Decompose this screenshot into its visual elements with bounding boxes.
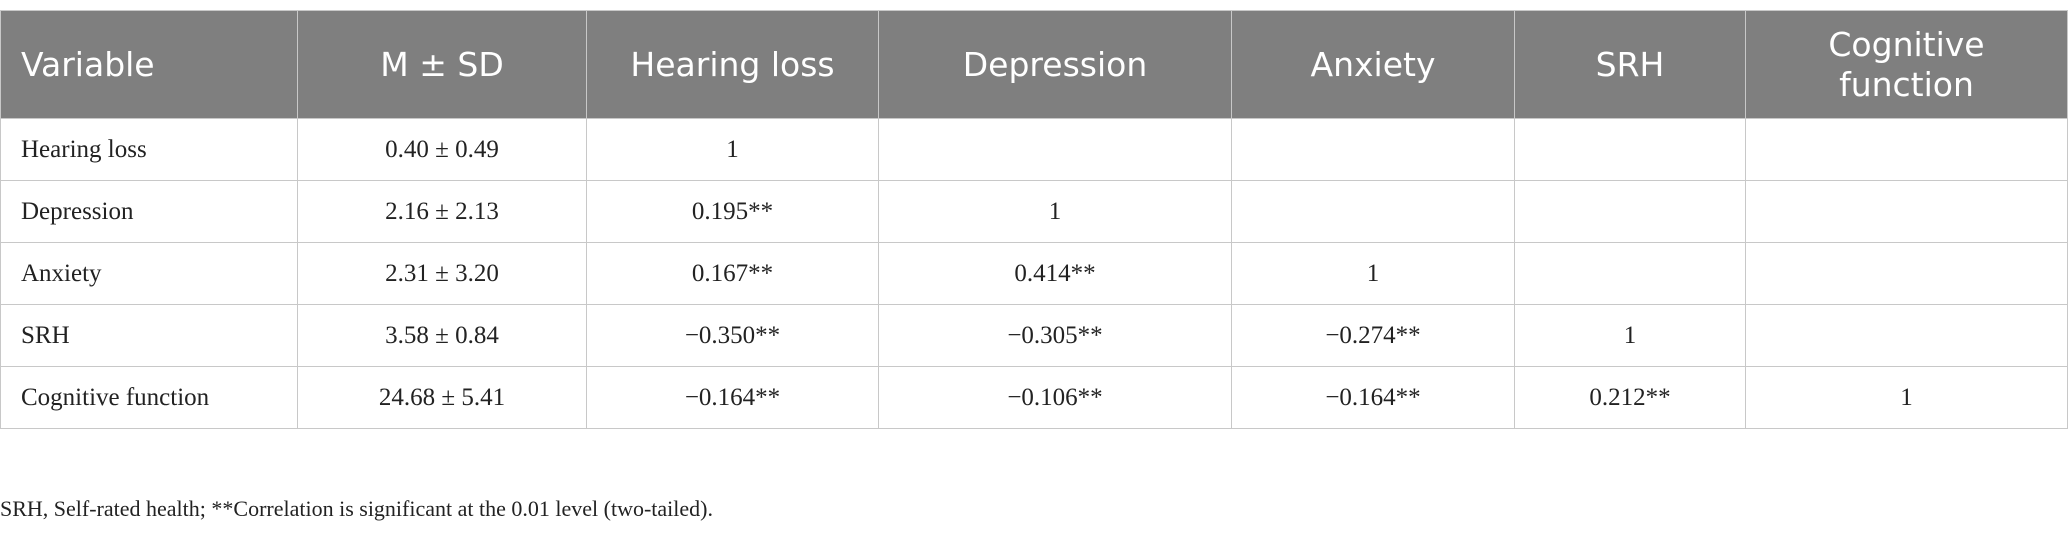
table-cell: −0.106** <box>878 366 1232 429</box>
table-cell <box>1745 180 2068 243</box>
table-cell: 1 <box>1514 304 1746 367</box>
table-cell: 3.58 ± 0.84 <box>297 304 587 367</box>
table-cell: 0.195** <box>586 180 879 243</box>
table-cell <box>1231 118 1515 181</box>
table-cell <box>878 118 1232 181</box>
table-cell: 1 <box>1231 242 1515 305</box>
table-row: Cognitive function 24.68 ± 5.41 −0.164** −0… <box>0 366 2068 429</box>
table-cell <box>1745 118 2068 181</box>
table-cell: 0.167** <box>586 242 879 305</box>
table-cell: −0.164** <box>1231 366 1515 429</box>
table-row: Depression 2.16 ± 2.13 0.195** 1 <box>0 180 2068 243</box>
table-body: Hearing loss 0.40 ± 0.49 1 Depression 2.16 ±… <box>0 118 2068 429</box>
table-cell: −0.350** <box>586 304 879 367</box>
table-row: Hearing loss 0.40 ± 0.49 1 <box>0 118 2068 181</box>
row-label: Depression <box>0 180 298 243</box>
header-row: Variable M ± SD Hearing loss Depression Anxi… <box>0 10 2068 119</box>
row-label: Anxiety <box>0 242 298 305</box>
header-cell: Variable <box>0 10 298 119</box>
table-row: SRH 3.58 ± 0.84 −0.350** −0.305** −0.274** 1 <box>0 304 2068 367</box>
correlation-table: Variable M ± SD Hearing loss Depression Anxi… <box>0 10 2068 429</box>
table-cell: 1 <box>586 118 879 181</box>
row-label: Cognitive function <box>0 366 298 429</box>
table-cell: 0.40 ± 0.49 <box>297 118 587 181</box>
header-cell: Depression <box>878 10 1232 119</box>
table-cell: −0.164** <box>586 366 879 429</box>
header-cell: SRH <box>1514 10 1746 119</box>
table-cell <box>1231 180 1515 243</box>
table-cell <box>1514 242 1746 305</box>
table-cell: 0.414** <box>878 242 1232 305</box>
table-cell: −0.305** <box>878 304 1232 367</box>
header-cell: M ± SD <box>297 10 587 119</box>
table-cell: 1 <box>878 180 1232 243</box>
table-cell: 1 <box>1745 366 2068 429</box>
table-cell: −0.274** <box>1231 304 1515 367</box>
table-cell <box>1745 242 2068 305</box>
table-cell: 2.16 ± 2.13 <box>297 180 587 243</box>
table-cell <box>1514 118 1746 181</box>
table-cell: 2.31 ± 3.20 <box>297 242 587 305</box>
row-label: SRH <box>0 304 298 367</box>
table-cell: 24.68 ± 5.41 <box>297 366 587 429</box>
table-row: Anxiety 2.31 ± 3.20 0.167** 0.414** 1 <box>0 242 2068 305</box>
header-cell: Cognitive function <box>1745 10 2068 119</box>
header-cell: Hearing loss <box>586 10 879 119</box>
footnote: SRH, Self-rated health; **Correlation is… <box>0 496 713 521</box>
row-label: Hearing loss <box>0 118 298 181</box>
table-cell <box>1745 304 2068 367</box>
header-cell: Anxiety <box>1231 10 1515 119</box>
table-cell: 0.212** <box>1514 366 1746 429</box>
table-cell <box>1514 180 1746 243</box>
